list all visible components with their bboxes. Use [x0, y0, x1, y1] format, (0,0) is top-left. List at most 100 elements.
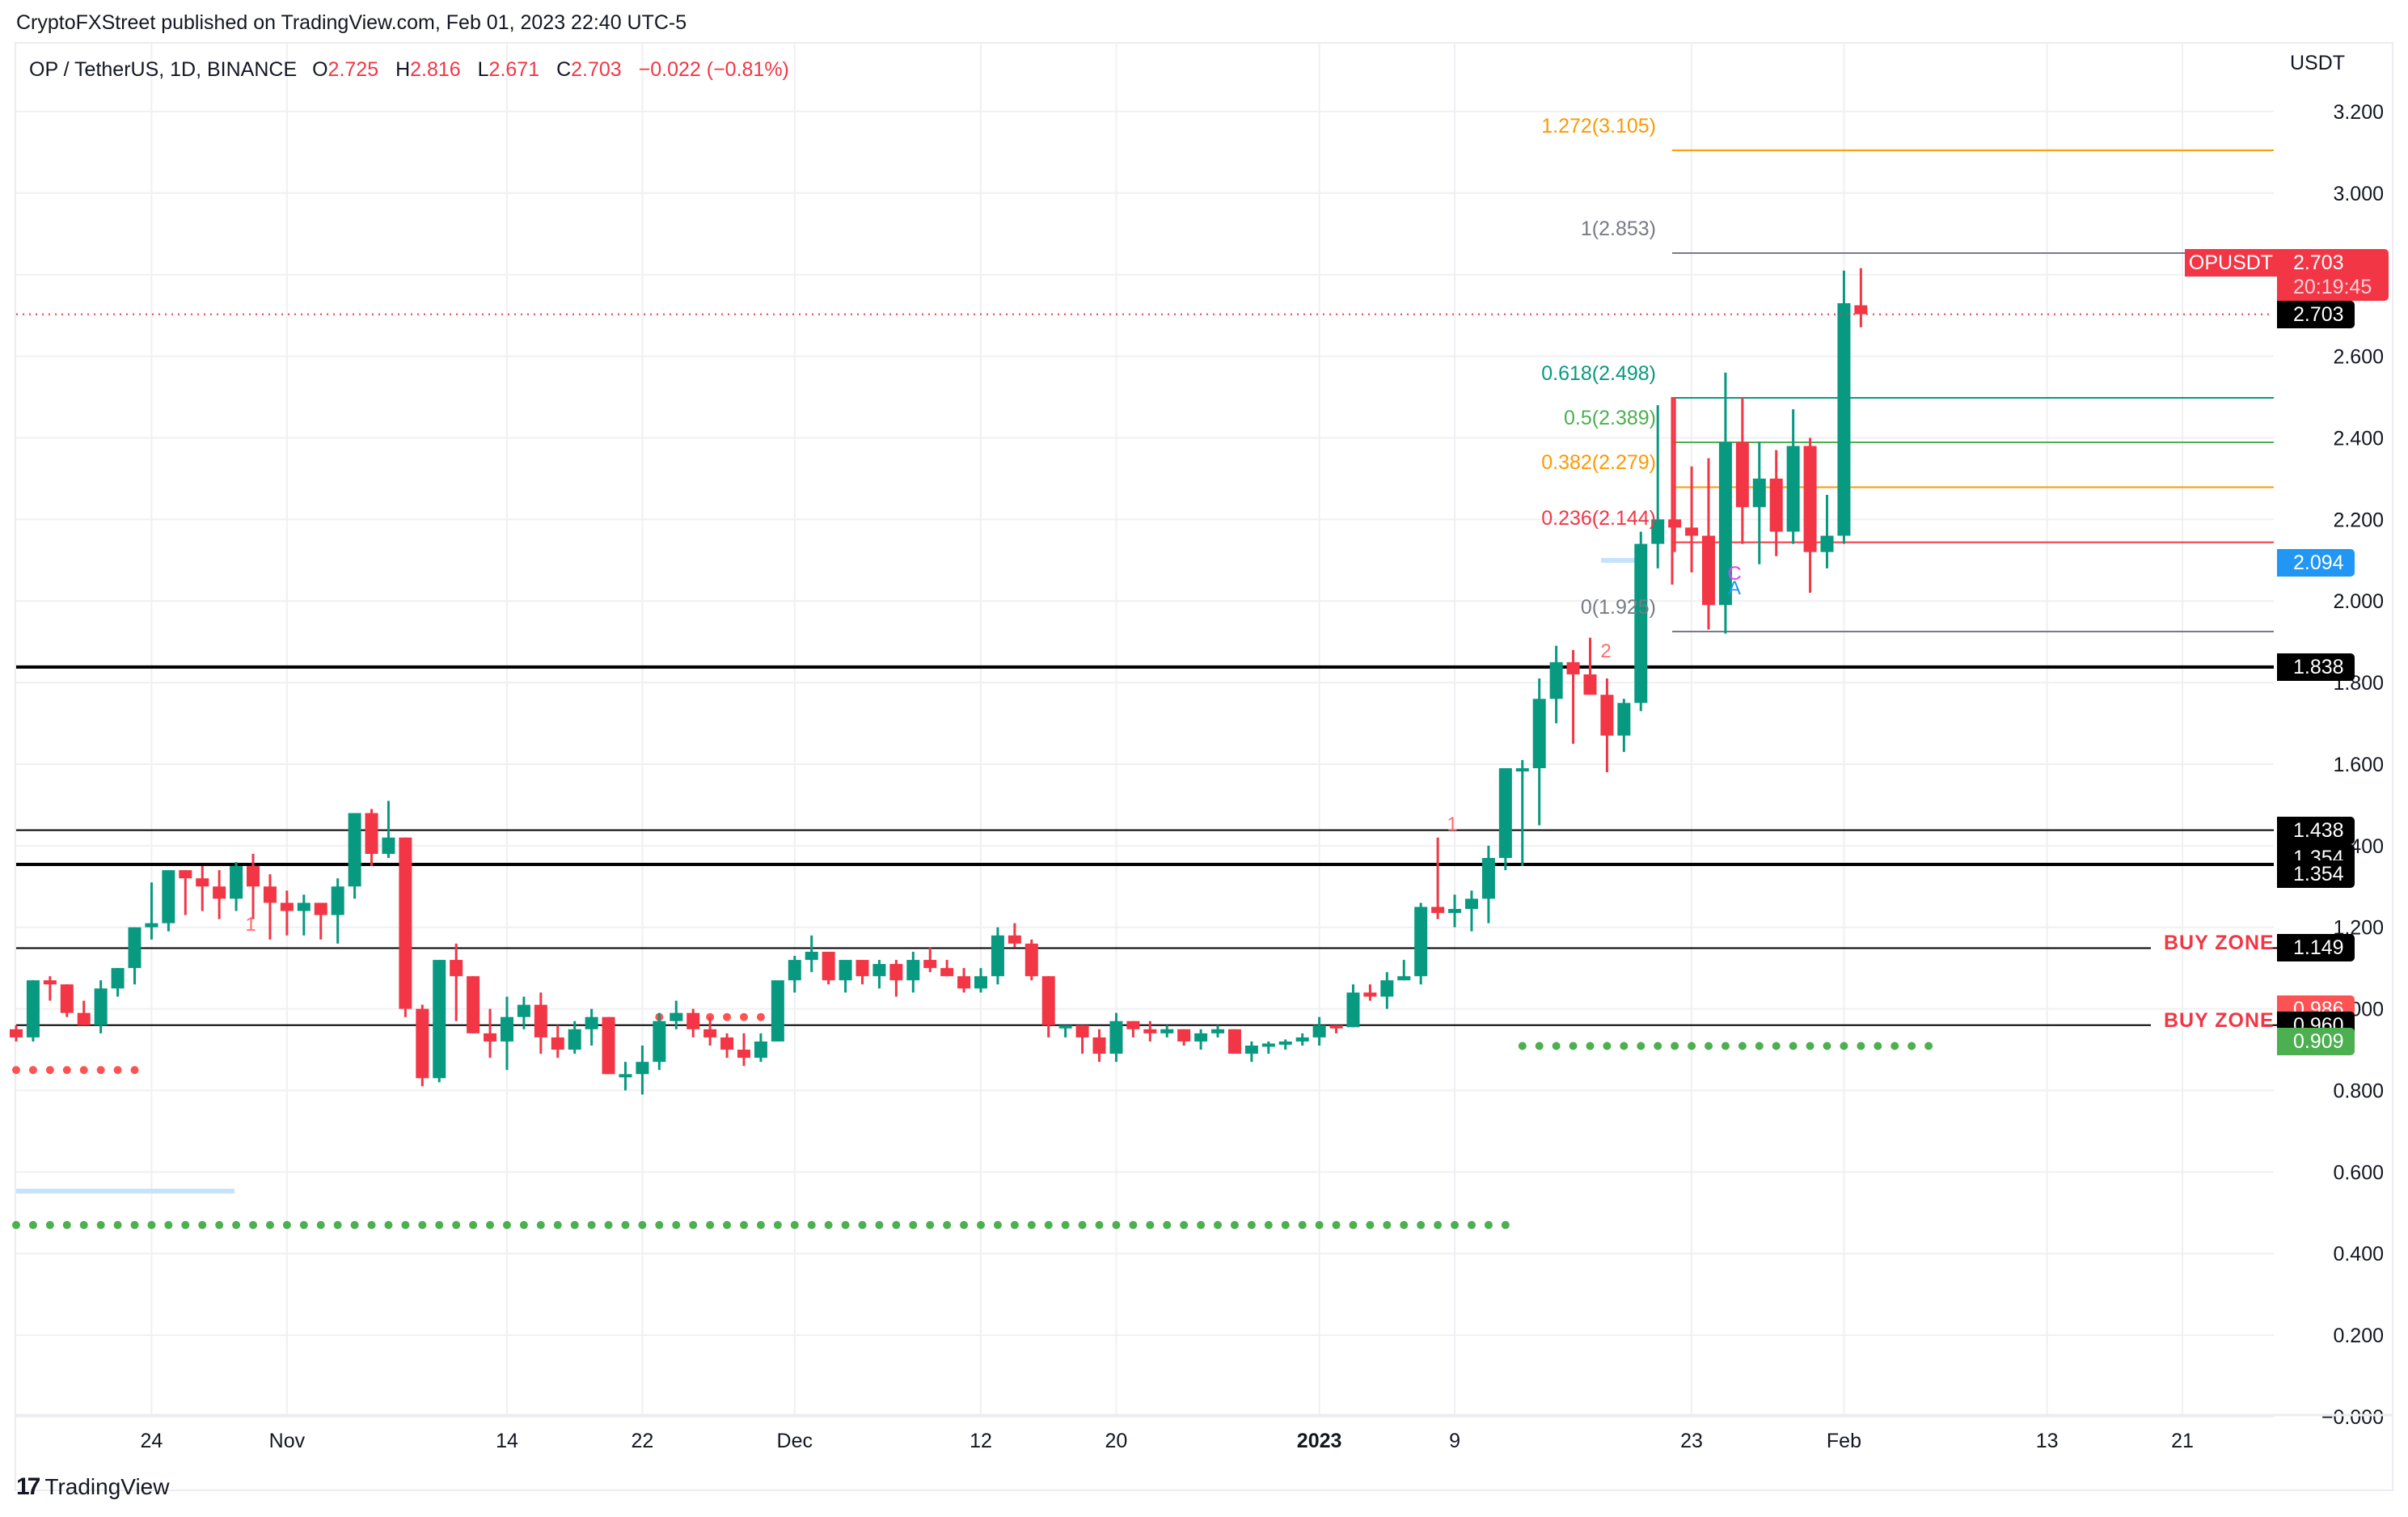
- candle-body[interactable]: [331, 886, 344, 915]
- candle-body[interactable]: [450, 960, 463, 977]
- candle-body[interactable]: [1160, 1029, 1174, 1033]
- candle-body[interactable]: [636, 1062, 649, 1075]
- candle-body[interactable]: [703, 1029, 717, 1037]
- candle-body[interactable]: [619, 1074, 632, 1078]
- candle-body[interactable]: [365, 813, 378, 854]
- candle-body[interactable]: [1752, 478, 1766, 508]
- candle-body[interactable]: [872, 964, 886, 977]
- candle-body[interactable]: [1718, 442, 1732, 606]
- candle-body[interactable]: [416, 1008, 429, 1079]
- candle-body[interactable]: [1278, 1041, 1292, 1045]
- candle-body[interactable]: [1651, 519, 1665, 544]
- candle-body[interactable]: [1024, 943, 1038, 977]
- tradingview-logo[interactable]: 17 TradingView: [16, 1473, 169, 1501]
- candle-body[interactable]: [991, 935, 1004, 977]
- candle-body[interactable]: [720, 1037, 734, 1050]
- candle-body[interactable]: [433, 960, 446, 1079]
- candle-body[interactable]: [399, 837, 412, 1009]
- candle-body[interactable]: [1346, 992, 1360, 1028]
- candle-body[interactable]: [179, 870, 192, 879]
- candle-body[interactable]: [213, 886, 226, 899]
- candle-body[interactable]: [196, 878, 209, 887]
- candle-body[interactable]: [923, 960, 937, 969]
- candle-body[interactable]: [1211, 1029, 1225, 1033]
- candle-body[interactable]: [1617, 703, 1631, 736]
- candle-body[interactable]: [1261, 1043, 1275, 1047]
- candle-body[interactable]: [1431, 906, 1445, 914]
- candle-body[interactable]: [145, 923, 158, 928]
- candle-body[interactable]: [1194, 1033, 1208, 1042]
- candle-body[interactable]: [822, 951, 835, 981]
- candle-body[interactable]: [602, 1016, 615, 1075]
- candle-body[interactable]: [26, 980, 40, 1037]
- candle-body[interactable]: [1177, 1029, 1191, 1042]
- candle-body[interactable]: [43, 980, 57, 985]
- candle-body[interactable]: [1634, 543, 1648, 704]
- candle-body[interactable]: [805, 951, 818, 961]
- candle-body[interactable]: [1702, 535, 1715, 606]
- candle-body[interactable]: [1312, 1025, 1326, 1037]
- candle-body[interactable]: [1464, 898, 1478, 910]
- candle-body[interactable]: [754, 1041, 767, 1059]
- candle-body[interactable]: [263, 886, 277, 903]
- candle-body[interactable]: [1109, 1020, 1123, 1054]
- candle-body[interactable]: [111, 968, 125, 989]
- candle-body[interactable]: [348, 813, 361, 887]
- candle-body[interactable]: [1837, 302, 1851, 536]
- symbol-name[interactable]: OP / TetherUS, 1D, BINANCE: [29, 58, 298, 81]
- candle-body[interactable]: [1786, 446, 1800, 532]
- candle-body[interactable]: [1515, 768, 1529, 772]
- candle-body[interactable]: [957, 976, 971, 989]
- candle-body[interactable]: [1498, 768, 1512, 858]
- candle-body[interactable]: [517, 1004, 530, 1017]
- candle-body[interactable]: [247, 866, 260, 887]
- candle-body[interactable]: [1227, 1029, 1241, 1054]
- candle-body[interactable]: [839, 960, 852, 981]
- candle-body[interactable]: [737, 1050, 750, 1059]
- candle-body[interactable]: [1143, 1029, 1157, 1033]
- candle-body[interactable]: [230, 866, 243, 899]
- candle-body[interactable]: [534, 1004, 547, 1037]
- candle-body[interactable]: [889, 964, 903, 981]
- candle-body[interactable]: [467, 976, 480, 1033]
- candle-body[interactable]: [1008, 935, 1021, 944]
- candle-body[interactable]: [568, 1029, 581, 1050]
- candle-body[interactable]: [382, 837, 395, 854]
- candle-body[interactable]: [788, 960, 801, 981]
- candle-body[interactable]: [906, 960, 920, 981]
- candle-body[interactable]: [1566, 661, 1580, 674]
- candle-body[interactable]: [1397, 976, 1411, 981]
- candle-body[interactable]: [653, 1020, 666, 1063]
- candle-body[interactable]: [280, 902, 294, 911]
- candle-body[interactable]: [500, 1016, 513, 1042]
- candle-body[interactable]: [1092, 1037, 1106, 1054]
- candle-body[interactable]: [1075, 1025, 1089, 1037]
- candle-body[interactable]: [1685, 527, 1699, 536]
- candle-body[interactable]: [314, 902, 327, 915]
- candle-body[interactable]: [10, 1029, 23, 1037]
- candle-body[interactable]: [1041, 976, 1055, 1025]
- candle-body[interactable]: [974, 976, 988, 989]
- candle-body[interactable]: [94, 988, 108, 1025]
- candle-body[interactable]: [771, 980, 784, 1042]
- candle-body[interactable]: [1803, 446, 1817, 552]
- candle-body[interactable]: [1668, 519, 1682, 528]
- candle-body[interactable]: [1380, 980, 1394, 997]
- candle-body[interactable]: [1126, 1020, 1140, 1029]
- candle-body[interactable]: [1295, 1037, 1309, 1042]
- candle-body[interactable]: [855, 960, 869, 977]
- candle-body[interactable]: [686, 1012, 700, 1029]
- candle-body[interactable]: [940, 968, 954, 977]
- candle-body[interactable]: [1244, 1045, 1258, 1054]
- candle-body[interactable]: [1363, 992, 1377, 997]
- candle-body[interactable]: [670, 1012, 683, 1021]
- candle-body[interactable]: [60, 984, 74, 1013]
- candle-body[interactable]: [77, 1012, 91, 1025]
- candle-body[interactable]: [585, 1016, 598, 1029]
- candle-body[interactable]: [484, 1033, 497, 1042]
- candle-body[interactable]: [128, 927, 142, 969]
- candle-body[interactable]: [1481, 857, 1495, 899]
- candle-body[interactable]: [162, 870, 175, 923]
- candle-body[interactable]: [1448, 909, 1462, 914]
